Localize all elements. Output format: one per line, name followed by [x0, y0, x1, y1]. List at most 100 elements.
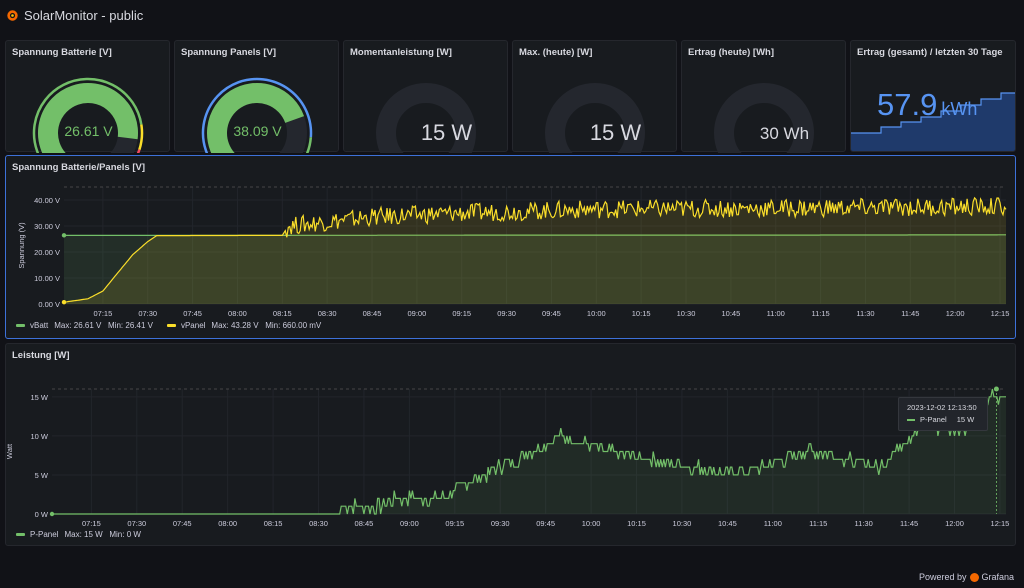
y-tick-label: 0.00 V [38, 300, 60, 309]
gauge-track [714, 83, 814, 153]
y-tick-label: 0 W [35, 510, 49, 519]
x-tick-label: 07:30 [138, 309, 157, 318]
y-axis-label: Spannung (V) [17, 222, 26, 269]
x-tick-label: 08:15 [273, 309, 292, 318]
legend: P-Panel Max: 15 W Min: 0 W [16, 530, 141, 539]
legend-swatch-ppanel [16, 533, 25, 536]
x-tick-label: 09:45 [542, 309, 561, 318]
x-tick-label: 09:15 [445, 519, 464, 528]
legend-swatch-vpanel [166, 324, 176, 327]
stat-panel-panels[interactable]: Spannung Panels [V] 38.09 V [174, 40, 339, 153]
panel-title: Spannung Batterie [V] [12, 47, 112, 58]
x-tick-label: 11:15 [809, 519, 827, 528]
powered-by-text: Powered by [918, 572, 967, 582]
tooltip-value: 15 W [956, 415, 975, 424]
y-tick-label: 40.00 V [34, 196, 60, 205]
stat-panel-total-yield[interactable]: Ertrag (gesamt) / letzten 30 Tage 57.9 kW… [850, 40, 1016, 152]
x-tick-label: 10:45 [721, 309, 740, 318]
x-tick-label: 11:00 [764, 519, 782, 528]
series-point-vBatt [61, 233, 67, 238]
x-tick-label: 07:15 [82, 519, 101, 528]
x-tick-label: 08:45 [363, 309, 382, 318]
voltage-chart[interactable]: 0.00 V 10.00 V 20.00 V 30.00 V 40.00 V 07:15 0… [6, 156, 1017, 340]
x-tick-label: 11:45 [900, 519, 918, 528]
y-tick-label: 5 W [35, 471, 49, 480]
x-tick-label: 10:15 [632, 309, 651, 318]
stat-panel-yield-today[interactable]: Ertrag (heute) [Wh] 30 Wh [681, 40, 846, 153]
y-tick-label: 20.00 V [34, 248, 60, 257]
stat-panel-max-today[interactable]: Max. (heute) [W] 15 W [512, 40, 677, 153]
threshold-blue [201, 77, 313, 153]
x-tick-label: 10:45 [718, 519, 737, 528]
series-line-P-Panel [52, 388, 1006, 515]
x-tick-label: 12:15 [991, 519, 1010, 528]
legend-item-ppanel[interactable]: P-Panel [30, 530, 59, 539]
chart-panel-power[interactable]: Leistung [W] 0 W 5 W 10 W 15 W 07:15 07:30 07:… [5, 343, 1016, 546]
y-tick-label: 10 W [30, 432, 48, 441]
y-tick-label: 10.00 V [34, 274, 60, 283]
x-tick-label: 09:15 [452, 309, 471, 318]
gauge-value: 15 W [420, 120, 473, 145]
x-tick-label: 11:00 [767, 309, 785, 318]
dashboard-title[interactable]: SolarMonitor - public [24, 8, 144, 23]
brand-text: Grafana [981, 572, 1014, 582]
gauge-fill [38, 83, 138, 153]
gauge-max-today [545, 83, 645, 153]
gauge-panels [201, 77, 313, 153]
panel-title: Spannung Batterie/Panels [V] [12, 162, 146, 173]
x-tick-label: 12:15 [991, 309, 1010, 318]
grafana-logo-icon[interactable] [6, 9, 19, 22]
y-tick-label: 15 W [30, 393, 48, 402]
gauge-value: 30 Wh [759, 124, 810, 143]
y-tick-label: 30.00 V [34, 222, 60, 231]
series-area-vPanel [64, 197, 1006, 304]
hover-point [993, 386, 999, 392]
series-area-vBatt [64, 234, 1006, 304]
gauge-track [376, 83, 476, 153]
threshold-warn [138, 124, 144, 151]
x-tick-label: 10:00 [582, 519, 601, 528]
legend: vBatt Max: 26.61 V Min: 26.41 V vPanel M… [16, 321, 321, 330]
legend-stats-vpanel: Max: 43.28 V Min: 660.00 mV [211, 321, 322, 330]
legend-stats-ppanel: Max: 15 W Min: 0 W [64, 530, 141, 539]
tooltip-series: P-Panel [920, 415, 947, 424]
sparkline [851, 92, 1015, 151]
panel-title: Momentanleistung [W] [350, 47, 452, 58]
x-tick-label: 09:00 [407, 309, 426, 318]
legend-item-vpanel[interactable]: vPanel [180, 321, 206, 330]
tooltip-row: P-Panel 15 W [907, 415, 974, 424]
tooltip-swatch [907, 418, 915, 421]
total-yield-value: 57.9 kWh [877, 87, 978, 122]
powered-by[interactable]: Powered by Grafana [919, 572, 1014, 582]
hover-tooltip: 2023-12-02 12:13:50 P-Panel 15 W [898, 397, 988, 431]
chart-panel-voltage[interactable]: Spannung Batterie/Panels [V] 0.00 V 10.00… [5, 155, 1016, 339]
stat-panel-battery[interactable]: Spannung Batterie [V] 26.61 V [5, 40, 170, 153]
x-tick-label: 08:00 [218, 519, 237, 528]
x-tick-label: 08:15 [264, 519, 283, 528]
x-tick-label: 08:30 [318, 309, 337, 318]
gauge-track [545, 83, 645, 153]
gauge-value: 15 W [589, 120, 642, 145]
panel-title: Leistung [W] [12, 350, 70, 361]
power-chart[interactable]: 0 W 5 W 10 W 15 W 07:15 07:30 07:45 08:00 08:15 0… [6, 344, 1017, 547]
x-tick-label: 08:45 [355, 519, 374, 528]
stat-panel-current-power[interactable]: Momentanleistung [W] 15 W [343, 40, 508, 153]
x-tick-label: 09:30 [497, 309, 516, 318]
gauge-value: 38.09 V [233, 123, 282, 139]
y-axis-label: Watt [6, 443, 14, 459]
x-tick-label: 07:45 [173, 519, 192, 528]
x-tick-label: 07:45 [183, 309, 202, 318]
threshold-ok [305, 137, 313, 153]
x-tick-label: 09:00 [400, 519, 419, 528]
tooltip-time: 2023-12-02 12:13:50 [907, 403, 977, 412]
top-bar: SolarMonitor - public [0, 0, 1024, 32]
gauge-yield-today [714, 83, 814, 153]
x-tick-label: 12:00 [946, 309, 965, 318]
x-tick-label: 09:30 [491, 519, 510, 528]
x-tick-label: 11:30 [855, 519, 873, 528]
gauge-battery [32, 77, 144, 153]
series-line-vPanel [63, 196, 1007, 303]
x-tick-label: 09:45 [536, 519, 555, 528]
x-tick-label: 11:30 [856, 309, 874, 318]
legend-item-vbatt[interactable]: vBatt [30, 321, 49, 330]
